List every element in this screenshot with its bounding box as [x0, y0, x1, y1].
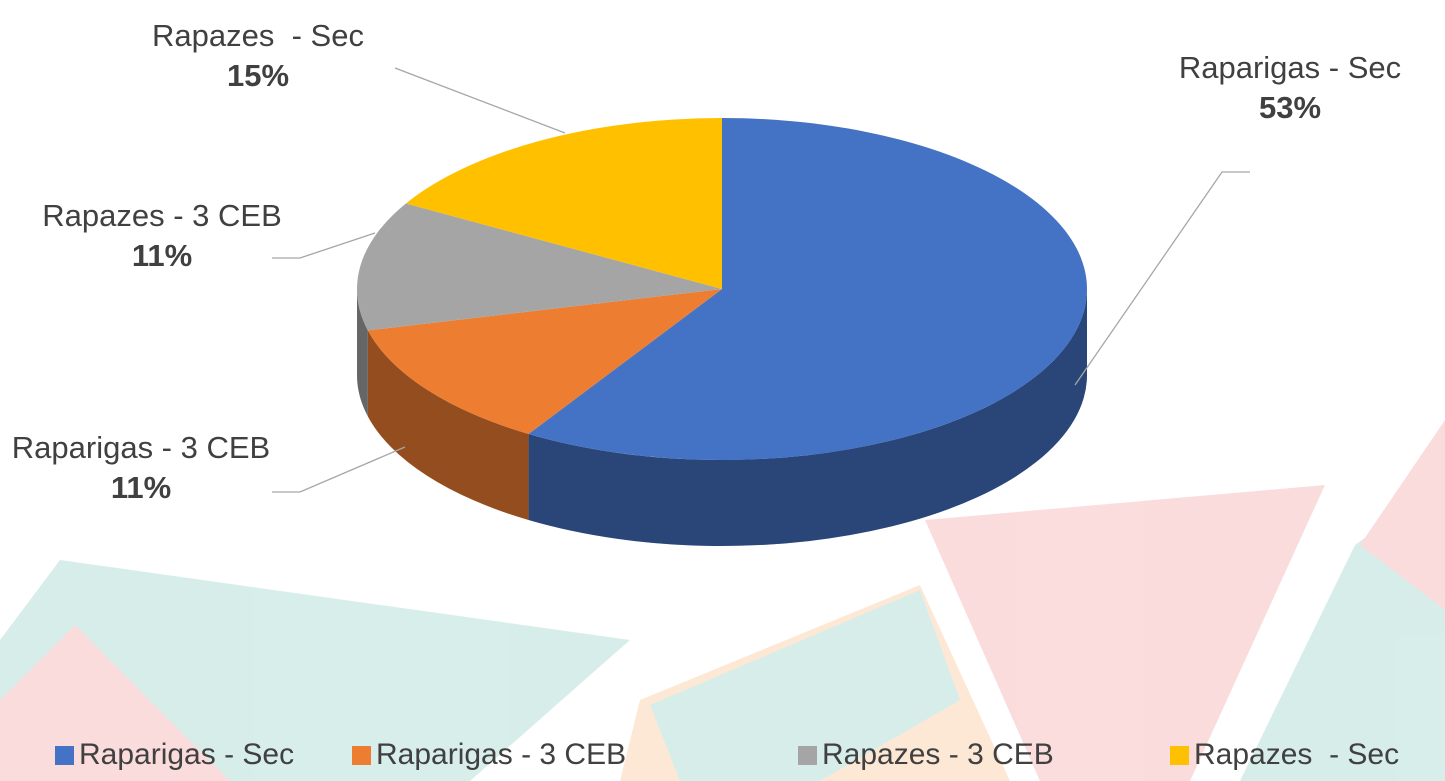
data-label: Rapazes - 3 CEB 11%: [42, 196, 282, 276]
legend-swatch: [55, 746, 74, 765]
legend-label: Raparigas - Sec: [79, 738, 294, 772]
leader-line: [272, 233, 375, 258]
legend-item: Rapazes - 3 CEB: [798, 738, 1054, 772]
leader-line: [272, 447, 405, 492]
legend-swatch: [1170, 746, 1189, 765]
label-value: 11%: [111, 470, 171, 505]
legend-item: Raparigas - 3 CEB: [352, 738, 626, 772]
legend-label: Rapazes - Sec: [1194, 738, 1399, 772]
leader-line: [1075, 172, 1250, 385]
legend-swatch: [352, 746, 371, 765]
legend-item: Rapazes - Sec: [1170, 738, 1399, 772]
label-category: Raparigas - 3 CEB: [12, 430, 270, 465]
pie: [357, 118, 1087, 546]
page: Raparigas - Sec53% Raparigas - 3 CEB 11%…: [0, 0, 1445, 781]
label-value: 53%: [1160, 88, 1420, 128]
label-category: Rapazes - Sec: [118, 16, 398, 56]
leader-line: [395, 68, 565, 133]
label-value: 11%: [132, 238, 192, 273]
label-category: Raparigas - Sec: [1160, 48, 1420, 88]
label-category: Rapazes - 3 CEB: [42, 198, 282, 233]
legend-item: Raparigas - Sec: [55, 738, 294, 772]
legend-label: Raparigas - 3 CEB: [376, 738, 626, 772]
label-value: 15%: [118, 56, 398, 96]
legend-label: Rapazes - 3 CEB: [822, 738, 1054, 772]
data-label: Raparigas - 3 CEB 11%: [10, 428, 272, 508]
legend-swatch: [798, 746, 817, 765]
